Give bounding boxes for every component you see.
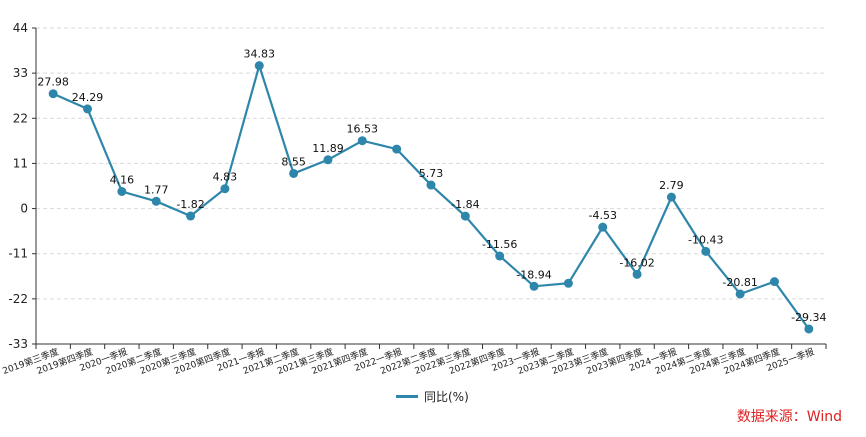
data-point (529, 281, 539, 291)
data-point (83, 104, 93, 114)
legend-label: 同比(%) (424, 390, 469, 404)
data-label: 2.79 (659, 179, 684, 192)
data-point (117, 186, 127, 196)
data-point (254, 61, 264, 71)
data-point (769, 277, 779, 287)
data-point (735, 289, 745, 299)
data-point (323, 155, 333, 165)
series-line (52, 61, 810, 330)
data-label: 1.77 (144, 183, 169, 196)
data-point (666, 192, 676, 202)
data-label: 34.83 (244, 48, 276, 61)
y-tick-label: 33 (13, 66, 28, 80)
data-label: 8.55 (281, 155, 306, 168)
data-point (701, 246, 711, 256)
data-label: -20.81 (722, 276, 757, 289)
data-label: 4.16 (110, 173, 135, 186)
data-point (220, 184, 230, 194)
data-point (598, 222, 608, 232)
data-point (151, 196, 161, 206)
data-point (495, 251, 505, 261)
data-label: -1.82 (176, 198, 204, 211)
data-label: 11.89 (312, 142, 344, 155)
data-label: 5.73 (419, 167, 444, 180)
data-point (460, 211, 470, 221)
data-label: 24.29 (72, 91, 104, 104)
y-tick-label: -11 (8, 247, 28, 261)
data-label: -18.94 (516, 268, 551, 281)
data-label: 4.83 (213, 171, 238, 184)
data-point (392, 144, 402, 154)
data-point (563, 278, 573, 288)
data-label: 16.53 (347, 123, 379, 136)
data-point (804, 324, 814, 334)
y-tick-label: 22 (13, 111, 28, 125)
data-label: -1.84 (451, 198, 479, 211)
data-source-note: 数据来源：Wind (736, 409, 842, 425)
data-point (426, 180, 436, 190)
y-tick-label: 0 (20, 202, 28, 216)
data-label: -29.34 (791, 311, 826, 324)
y-tick-label: -22 (8, 292, 28, 306)
legend[interactable]: 同比(%) (396, 388, 469, 405)
data-point (632, 269, 642, 279)
data-label: -11.56 (482, 238, 517, 251)
y-tick-label: -33 (8, 337, 28, 351)
legend-line-swatch (396, 395, 418, 398)
data-point (186, 211, 196, 221)
y-tick-label: 44 (13, 21, 28, 35)
data-point (289, 168, 299, 178)
data-label: -10.43 (688, 233, 723, 246)
data-point (48, 89, 58, 99)
data-point (357, 136, 367, 146)
data-label: 27.98 (37, 76, 69, 89)
data-label: -16.02 (619, 256, 654, 269)
data-label: -4.53 (589, 209, 617, 222)
y-tick-label: 11 (13, 156, 28, 170)
